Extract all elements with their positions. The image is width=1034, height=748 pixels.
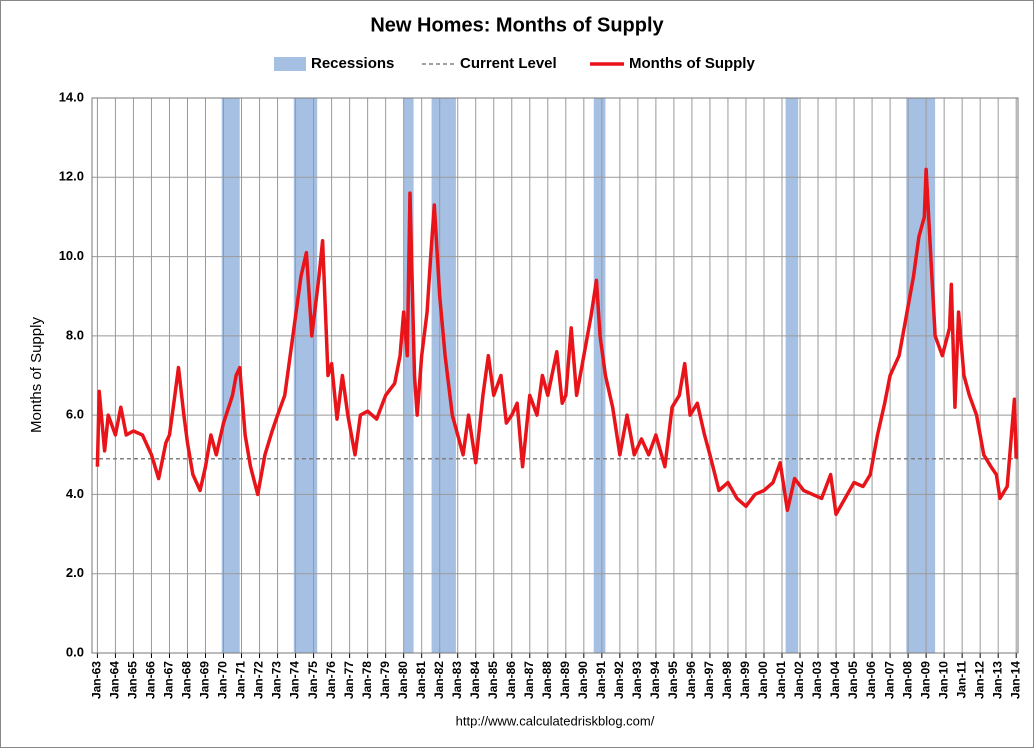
x-tick-label: Jan-71: [234, 661, 248, 699]
x-tick-label: Jan-72: [252, 661, 266, 699]
x-tick-label: Jan-98: [720, 661, 734, 699]
x-tick-label: Jan-01: [774, 661, 788, 699]
data-line: [95, 167, 1018, 516]
x-tick-label: Jan-12: [972, 661, 986, 699]
y-axis-label: Months of Supply: [28, 317, 45, 433]
x-tick-label: Jan-14: [1008, 661, 1022, 699]
x-tick-label: Jan-89: [558, 661, 572, 699]
x-tick-label: Jan-00: [756, 661, 770, 699]
x-tick-label: Jan-65: [126, 661, 140, 699]
chart-title: New Homes: Months of Supply: [370, 14, 664, 36]
x-tick-label: Jan-11: [954, 661, 968, 699]
x-tick-label: Jan-96: [684, 661, 698, 699]
x-tick-label: Jan-75: [306, 661, 320, 699]
y-tick-label: 0.0: [66, 644, 84, 659]
y-tick-label: 6.0: [66, 407, 84, 422]
x-tick-label: Jan-84: [468, 661, 482, 699]
x-tick-label: Jan-08: [900, 661, 914, 699]
x-tick-label: Jan-97: [702, 661, 716, 699]
x-tick-label: Jan-67: [162, 661, 176, 699]
x-tick-label: Jan-06: [864, 661, 878, 699]
x-tick-label: Jan-10: [936, 661, 950, 699]
x-tick-label: Jan-77: [342, 661, 356, 699]
x-tick-label: Jan-69: [198, 661, 212, 699]
recession-band: [785, 98, 799, 653]
legend-label: Current Level: [460, 55, 557, 72]
x-tick-label: Jan-94: [648, 661, 662, 699]
x-tick-label: Jan-79: [378, 661, 392, 699]
x-tick-label: Jan-66: [144, 661, 158, 699]
x-tick-label: Jan-88: [540, 661, 554, 699]
x-tick-label: Jan-02: [792, 661, 806, 699]
x-tick-label: Jan-87: [522, 661, 536, 699]
y-tick-label: 12.0: [59, 169, 84, 184]
legend-label: Recessions: [311, 55, 394, 72]
x-tick-label: Jan-90: [576, 661, 590, 699]
x-tick-label: Jan-68: [180, 661, 194, 699]
recession-band: [403, 98, 414, 653]
x-tick-label: Jan-76: [324, 661, 338, 699]
x-tick-label: Jan-04: [828, 661, 842, 699]
plot-border: [91, 97, 1019, 654]
x-tick-label: Jan-86: [504, 661, 518, 699]
x-tick-label: Jan-03: [810, 661, 824, 699]
x-tick-label: Jan-73: [270, 661, 284, 699]
y-tick-label: 4.0: [66, 486, 84, 501]
x-tick-label: Jan-07: [882, 661, 896, 699]
x-tick-label: Jan-09: [918, 661, 932, 699]
recession-band: [906, 98, 936, 653]
recession-band: [593, 98, 606, 653]
x-tick-label: Jan-74: [288, 661, 302, 699]
legend-swatch: [274, 57, 306, 71]
y-tick-label: 10.0: [59, 248, 84, 263]
x-tick-label: Jan-92: [612, 661, 626, 699]
source: http://www.calculatedriskblog.com/: [456, 713, 655, 728]
recession-band: [221, 98, 240, 653]
legend-label: Months of Supply: [629, 55, 755, 72]
x-tick-label: Jan-95: [666, 661, 680, 699]
x-tick-label: Jan-83: [450, 661, 464, 699]
x-tick-label: Jan-05: [846, 661, 860, 699]
x-tick-label: Jan-93: [630, 661, 644, 699]
y-tick-label: 2.0: [66, 565, 84, 580]
x-tick-label: Jan-13: [990, 661, 1004, 699]
x-tick-label: Jan-85: [486, 661, 500, 699]
x-tick-label: Jan-70: [216, 661, 230, 699]
x-tick-label: Jan-78: [360, 661, 374, 699]
x-tick-label: Jan-82: [432, 661, 446, 699]
x-tick-label: Jan-63: [90, 661, 104, 699]
x-tick-label: Jan-80: [396, 661, 410, 699]
x-tick-label: Jan-81: [414, 661, 428, 699]
y-tick-label: 8.0: [66, 327, 84, 342]
y-tick-label: 14.0: [59, 89, 84, 104]
recession-band: [431, 98, 456, 653]
recession-band: [293, 98, 318, 653]
x-tick-label: Jan-64: [108, 661, 122, 699]
x-tick-label: Jan-91: [594, 661, 608, 699]
x-tick-label: Jan-99: [738, 661, 752, 699]
